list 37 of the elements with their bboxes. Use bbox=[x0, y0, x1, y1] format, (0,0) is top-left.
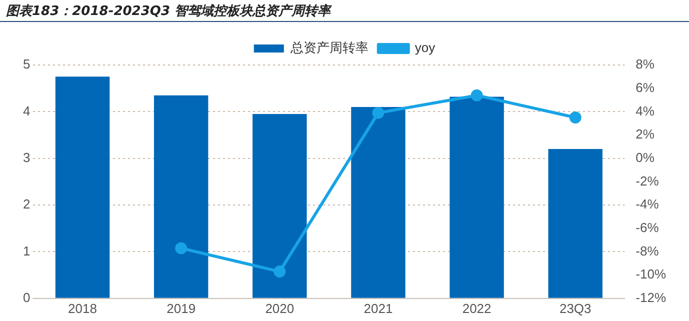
y-tick-label: 0 bbox=[22, 290, 30, 305]
bar bbox=[351, 107, 406, 298]
chart-title: 图表183：2018-2023Q3 智驾域控板块总资产周转率 bbox=[0, 0, 689, 22]
point bbox=[175, 242, 188, 254]
bar bbox=[55, 76, 110, 298]
x-tick-label: 2021 bbox=[364, 300, 393, 316]
x-tick-label: 2022 bbox=[462, 300, 492, 316]
y-tick-label: 4 bbox=[22, 103, 30, 118]
y2-tick-label: 8% bbox=[636, 56, 655, 72]
y2-tick-label: 6% bbox=[636, 80, 655, 95]
y-tick-label: 2 bbox=[22, 196, 30, 212]
x-tick-label: 23Q3 bbox=[559, 300, 592, 316]
y2-tick-label: -12% bbox=[636, 290, 666, 305]
y-tick-label: 1 bbox=[22, 243, 30, 258]
y2-tick-label: 0% bbox=[636, 150, 655, 165]
bar bbox=[548, 149, 602, 298]
y-tick-label: 3 bbox=[22, 150, 30, 165]
x-tick-label: 2020 bbox=[265, 300, 294, 316]
y2-tick-label: 2% bbox=[636, 126, 655, 142]
y2-tick-label: -10% bbox=[636, 266, 666, 282]
y-tick-label: 5 bbox=[22, 56, 30, 72]
bar bbox=[252, 114, 307, 298]
y2-tick-label: -6% bbox=[636, 220, 660, 235]
bar bbox=[154, 95, 208, 298]
point bbox=[372, 106, 384, 119]
point bbox=[569, 112, 582, 124]
y2-tick-label: -8% bbox=[636, 243, 660, 258]
point bbox=[470, 89, 483, 102]
legend-label: 总资产周转率 bbox=[289, 40, 368, 56]
y2-tick-label: 4% bbox=[636, 103, 655, 118]
y2-tick-label: -4% bbox=[636, 196, 660, 212]
point bbox=[274, 266, 286, 278]
x-tick-label: 2019 bbox=[166, 300, 196, 316]
y2-tick-label: -2% bbox=[636, 173, 660, 188]
bar bbox=[450, 96, 504, 298]
legend-label: yoy bbox=[414, 40, 436, 56]
x-tick-label: 2018 bbox=[68, 300, 97, 316]
